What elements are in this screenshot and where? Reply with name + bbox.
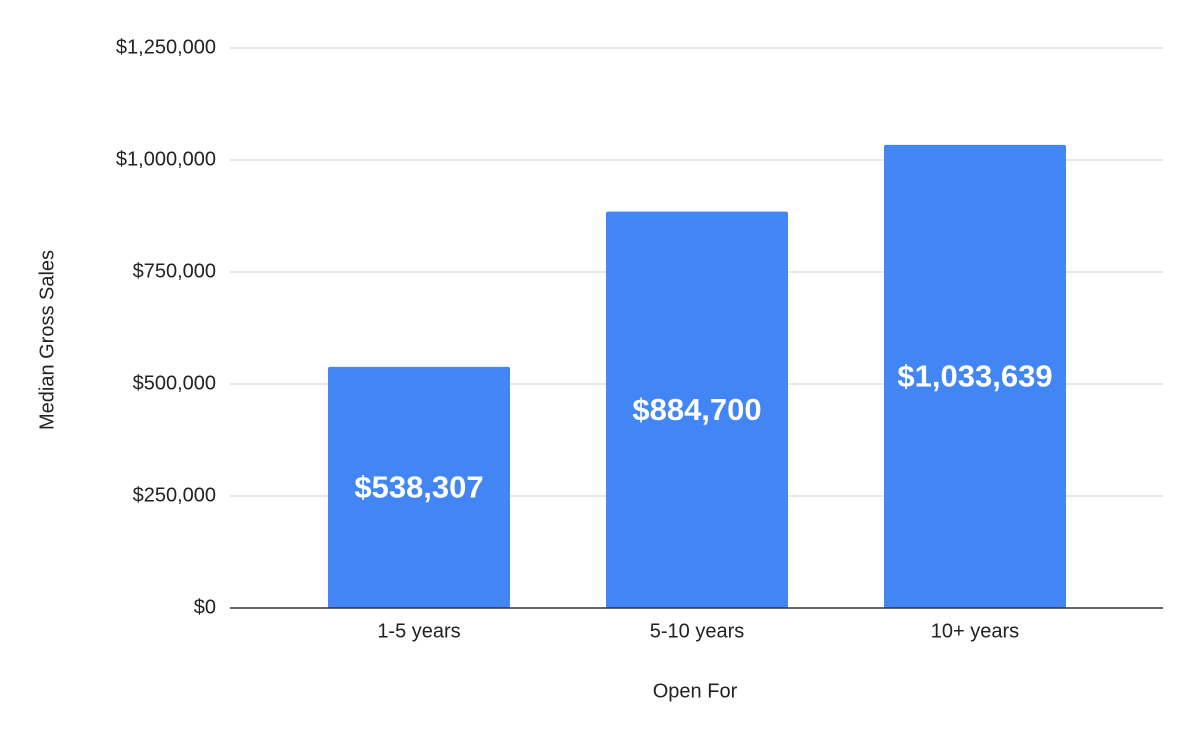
- x-axis-label: Open For: [653, 680, 738, 702]
- y-tick-label: $0: [194, 596, 216, 618]
- y-tick-label: $1,000,000: [116, 148, 216, 170]
- x-tick-label: 1-5 years: [377, 620, 460, 642]
- bar: [606, 211, 788, 608]
- y-tick-label: $250,000: [133, 484, 216, 506]
- value-label: $538,307: [354, 470, 483, 505]
- value-label: $1,033,639: [897, 359, 1052, 394]
- value-label: $884,700: [632, 392, 761, 427]
- x-tick-label: 5-10 years: [650, 620, 745, 642]
- bar: [328, 366, 510, 608]
- x-tick-label: 10+ years: [931, 620, 1019, 642]
- y-axis-label: Median Gross Sales: [36, 250, 58, 430]
- bar: [884, 144, 1066, 608]
- y-tick-label: $750,000: [133, 260, 216, 282]
- y-tick-label: $500,000: [133, 372, 216, 394]
- y-tick-label: $1,250,000: [116, 36, 216, 58]
